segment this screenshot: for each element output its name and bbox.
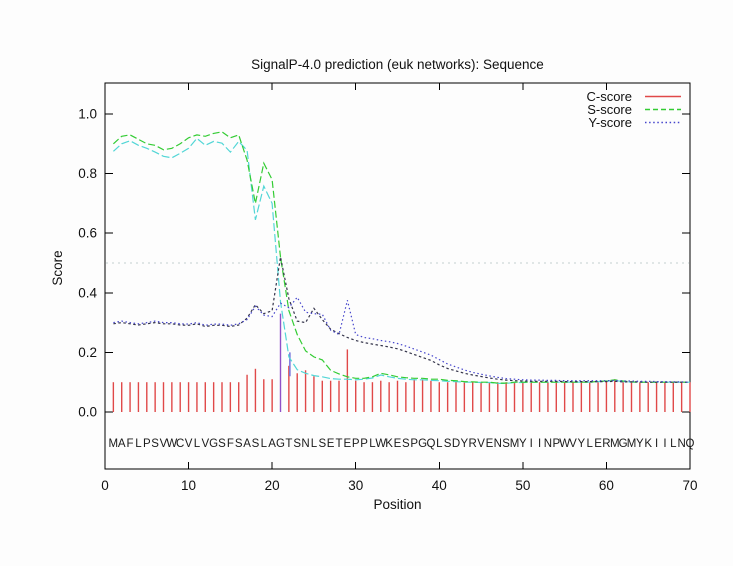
svg-text:E: E [344, 438, 352, 450]
svg-text:70: 70 [682, 478, 697, 493]
svg-text:Q: Q [426, 438, 435, 450]
svg-text:S: S [318, 438, 326, 450]
legend-label-s-score: S-score [587, 102, 632, 117]
svg-text:L: L [194, 438, 201, 450]
svg-text:0: 0 [101, 478, 109, 493]
svg-text:V: V [569, 438, 577, 450]
svg-text:S: S [402, 438, 410, 450]
svg-text:W: W [166, 438, 177, 450]
svg-text:0.0: 0.0 [78, 405, 97, 420]
y-score-line-sample [645, 121, 681, 124]
svg-text:E: E [327, 438, 335, 450]
legend-item-y-score: Y-score [540, 116, 682, 129]
svg-text:K: K [644, 438, 652, 450]
svg-text:0.6: 0.6 [78, 226, 97, 241]
svg-text:G: G [619, 438, 628, 450]
svg-text:L: L [135, 438, 142, 450]
legend-item-c-score: C-score [540, 90, 682, 103]
svg-text:E: E [594, 438, 602, 450]
svg-text:L: L [587, 438, 594, 450]
svg-text:V: V [201, 438, 209, 450]
svg-text:20: 20 [265, 478, 280, 493]
svg-text:L: L [311, 438, 318, 450]
svg-text:R: R [469, 438, 477, 450]
svg-text:G: G [276, 438, 285, 450]
svg-text:P: P [143, 438, 151, 450]
svg-text:60: 60 [599, 478, 614, 493]
svg-text:A: A [243, 438, 251, 450]
svg-text:V: V [477, 438, 485, 450]
svg-text:Y: Y [636, 438, 644, 450]
svg-text:C: C [176, 438, 184, 450]
svg-text:W: W [559, 438, 570, 450]
svg-text:T: T [285, 438, 292, 450]
svg-text:Q: Q [686, 438, 695, 450]
legend-item-s-score: S-score [540, 103, 682, 116]
svg-text:K: K [385, 438, 393, 450]
svg-text:L: L [261, 438, 268, 450]
svg-text:V: V [160, 438, 168, 450]
svg-text:N: N [301, 438, 309, 450]
svg-text:S: S [235, 438, 243, 450]
svg-text:L: L [670, 438, 677, 450]
svg-text:L: L [436, 438, 443, 450]
svg-text:I: I [530, 438, 533, 450]
svg-text:A: A [118, 438, 126, 450]
svg-text:F: F [127, 438, 134, 450]
svg-text:30: 30 [348, 478, 363, 493]
legend-label-c-score: C-score [586, 89, 632, 104]
svg-text:I: I [655, 438, 658, 450]
svg-text:G: G [418, 438, 427, 450]
svg-text:P: P [552, 438, 560, 450]
svg-text:40: 40 [432, 478, 447, 493]
svg-text:Y: Y [461, 438, 469, 450]
svg-text:P: P [352, 438, 360, 450]
svg-text:D: D [452, 438, 460, 450]
svg-text:0.4: 0.4 [78, 285, 97, 300]
svg-text:S: S [151, 438, 159, 450]
svg-text:P: P [410, 438, 418, 450]
svg-text:S: S [218, 438, 226, 450]
svg-text:M: M [109, 438, 119, 450]
x-axis-label: Position [373, 497, 422, 512]
svg-text:E: E [394, 438, 402, 450]
svg-text:V: V [185, 438, 193, 450]
svg-text:10: 10 [181, 478, 196, 493]
svg-text:R: R [602, 438, 610, 450]
svg-text:E: E [486, 438, 494, 450]
svg-text:I: I [538, 438, 541, 450]
svg-text:Y: Y [519, 438, 527, 450]
svg-text:I: I [663, 438, 666, 450]
svg-text:N: N [677, 438, 685, 450]
svg-text:S: S [444, 438, 452, 450]
svg-text:W: W [375, 438, 386, 450]
svg-text:S: S [293, 438, 301, 450]
svg-text:M: M [627, 438, 637, 450]
svg-text:0.8: 0.8 [78, 166, 97, 181]
c-score-line-sample [645, 95, 681, 98]
legend-label-y-score: Y-score [588, 115, 632, 130]
svg-text:S: S [502, 438, 510, 450]
svg-text:N: N [494, 438, 502, 450]
legend: C-score S-score Y-score [540, 90, 682, 129]
svg-text:L: L [369, 438, 376, 450]
svg-text:N: N [544, 438, 552, 450]
s-score-line-sample [645, 108, 681, 111]
svg-text:T: T [335, 438, 342, 450]
svg-text:S: S [252, 438, 260, 450]
svg-text:M: M [610, 438, 620, 450]
svg-text:A: A [268, 438, 276, 450]
svg-text:M: M [510, 438, 520, 450]
svg-text:G: G [209, 438, 218, 450]
svg-text:1.0: 1.0 [78, 107, 97, 122]
svg-text:P: P [360, 438, 368, 450]
svg-text:Y: Y [578, 438, 586, 450]
svg-text:50: 50 [515, 478, 530, 493]
chart-title: SignalP-4.0 prediction (euk networks): S… [251, 57, 544, 72]
svg-text:0.2: 0.2 [78, 345, 97, 360]
svg-text:F: F [227, 438, 234, 450]
